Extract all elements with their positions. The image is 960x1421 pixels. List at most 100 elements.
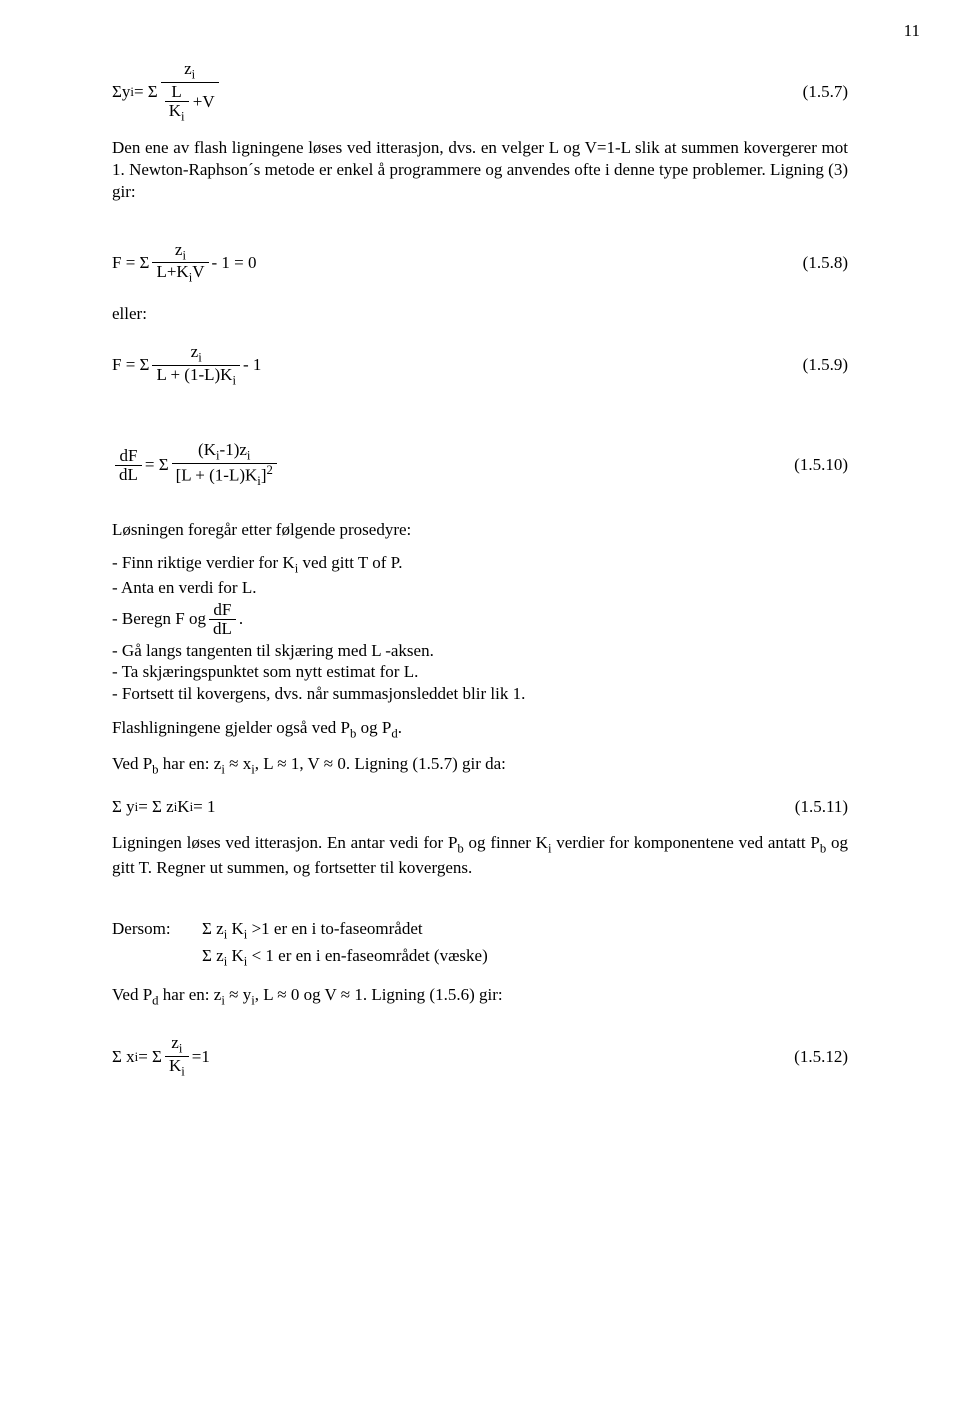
text: . <box>239 608 243 630</box>
page-number: 11 <box>904 20 920 42</box>
text: eller: <box>112 303 848 325</box>
eq-text: [L + (1-L)K <box>176 466 258 485</box>
fraction: dF dL <box>115 447 142 484</box>
text: . <box>398 718 402 737</box>
text: Ved P <box>112 985 152 1004</box>
list-item: - Finn riktige verdier for Ki ved gitt T… <box>112 552 848 577</box>
list-item: - Anta en verdi for L. <box>112 577 848 599</box>
paragraph: Ved Pd har en: zi ≈ yi, L ≈ 0 og V ≈ 1. … <box>112 984 848 1009</box>
eq-text: =1 <box>192 1046 210 1068</box>
equation-number: (1.5.7) <box>776 81 848 103</box>
subscript: i <box>181 1065 185 1079</box>
text: Ved P <box>112 754 152 773</box>
equation-1-5-7: Σy i = Σ zi L Ki +V (1.5.7) <box>112 60 848 123</box>
text: verdier for komponentene ved antatt P <box>552 833 820 852</box>
text: >1 er en i to-faseområdet <box>247 919 422 938</box>
inner-num: L <box>167 83 185 101</box>
equation-1-5-9: F = Σ zi L + (1-L)Ki - 1 (1.5.9) <box>112 343 848 388</box>
label: Dersom: <box>112 918 202 943</box>
denominator: K <box>169 1056 181 1075</box>
denominator: L + (1-L)K <box>156 365 232 384</box>
text: , L ≈ 0 og V ≈ 1. Ligning (1.5.6) gir: <box>255 985 503 1004</box>
paragraph: Ved Pb har en: zi ≈ xi, L ≈ 1, V ≈ 0. Li… <box>112 753 848 778</box>
list-item: - Beregn F og dF dL . <box>112 601 243 638</box>
list-item: - Gå langs tangenten til skjæring med L … <box>112 640 848 662</box>
subscript: i <box>247 449 251 463</box>
subscript: i <box>232 373 236 387</box>
eq-text: (K <box>198 440 216 459</box>
numerator: z <box>184 59 192 78</box>
equation-1-5-11: Σ yi = Σ zi Ki = 1 (1.5.11) <box>112 796 848 818</box>
paragraph: Ligningen løses ved itterasjon. En antar… <box>112 832 848 878</box>
eq-text: F = Σ <box>112 354 149 376</box>
text: < 1 er en i en-faseområdet (væske) <box>247 946 487 965</box>
fraction: zi Ki <box>165 1034 189 1079</box>
equation-1-5-12: Σ x i = Σ zi Ki =1 (1.5.12) <box>112 1034 848 1079</box>
numerator: dF <box>209 601 235 619</box>
page: 11 Σyi = Σ zi L Ki +V <box>0 0 960 1421</box>
fraction: zi L+KiV <box>152 241 208 286</box>
subscript: i <box>181 109 185 123</box>
eq-text: = 1 <box>193 796 215 818</box>
fraction: zi L + (1-L)Ki <box>152 343 240 388</box>
subscript: i <box>192 67 196 81</box>
eq-text: Σ y <box>112 796 135 818</box>
eq-text: = Σ z <box>138 796 174 818</box>
eq-text: = Σ <box>134 81 158 103</box>
list-item: - Ta skjæringspunktet som nytt estimat f… <box>112 661 848 683</box>
subscript: i <box>198 350 202 364</box>
equation-number: (1.5.11) <box>776 796 848 818</box>
eq-text: = Σ <box>138 1046 162 1068</box>
text: ≈ y <box>225 985 251 1004</box>
equation-number: (1.5.9) <box>776 354 848 376</box>
equation-1-5-8: F = Σ zi L+KiV - 1 = 0 (1.5.8) <box>112 241 848 286</box>
eq-text: = Σ <box>145 454 169 476</box>
eq-text: -1)z <box>220 440 247 459</box>
superscript: 2 <box>267 463 273 477</box>
numerator: dF <box>115 447 141 465</box>
text: K <box>227 919 244 938</box>
subscript: i <box>182 248 186 262</box>
text: , L ≈ 1, V ≈ 0. Ligning (1.5.7) gir da: <box>255 754 506 773</box>
text: har en: z <box>159 754 222 773</box>
denominator: dL <box>209 619 236 638</box>
text: - Beregn F og <box>112 608 206 630</box>
text: har en: z <box>159 985 222 1004</box>
eq-text: - 1 <box>243 354 261 376</box>
numerator: z <box>171 1033 179 1052</box>
text: K <box>227 946 244 965</box>
eq-text: K <box>177 796 189 818</box>
paragraph: Flashligningene gjelder også ved Pb og P… <box>112 717 848 742</box>
eq-text: V <box>192 262 204 281</box>
equation-1-5-10: dF dL = Σ (Ki-1)zi [L + (1-L)Ki]2 (1.5.1… <box>112 441 848 488</box>
fraction: (Ki-1)zi [L + (1-L)Ki]2 <box>172 441 277 488</box>
denominator: dL <box>115 465 142 484</box>
fraction: dF dL <box>209 601 236 638</box>
text: Σ z <box>202 946 224 965</box>
eq-text: Σ x <box>112 1046 135 1068</box>
text: og finner K <box>464 833 548 852</box>
inner-den: K <box>169 101 181 120</box>
eq-text: - 1 = 0 <box>212 252 257 274</box>
paragraph: Den ene av flash ligningene løses ved it… <box>112 137 848 202</box>
subscript: i <box>179 1042 183 1056</box>
list-item: - Fortsett til kovergens, dvs. når summa… <box>112 683 848 705</box>
eq-text: Σy <box>112 81 130 103</box>
condition-row: Σ zi Ki < 1 er en i en-faseområdet (væsk… <box>112 945 848 970</box>
fraction: zi L Ki +V <box>161 60 219 123</box>
equation-number: (1.5.8) <box>776 252 848 274</box>
eq-text: F = Σ <box>112 252 149 274</box>
condition-row: Dersom: Σ zi Ki >1 er en i to-faseområde… <box>112 918 848 943</box>
equation-number: (1.5.12) <box>776 1046 848 1068</box>
text: ≈ x <box>225 754 251 773</box>
text: Flashligningene gjelder også ved P <box>112 718 350 737</box>
paragraph: Løsningen foregår etter følgende prosedy… <box>112 519 848 541</box>
text: Ligningen løses ved itterasjon. En antar… <box>112 833 457 852</box>
eq-text: +V <box>193 92 215 111</box>
denominator: L+K <box>156 262 188 281</box>
text: - Finn riktige verdier for K <box>112 553 295 572</box>
text: ved gitt T of P. <box>298 553 402 572</box>
equation-number: (1.5.10) <box>776 454 848 476</box>
text: og P <box>356 718 391 737</box>
text: Σ z <box>202 919 224 938</box>
